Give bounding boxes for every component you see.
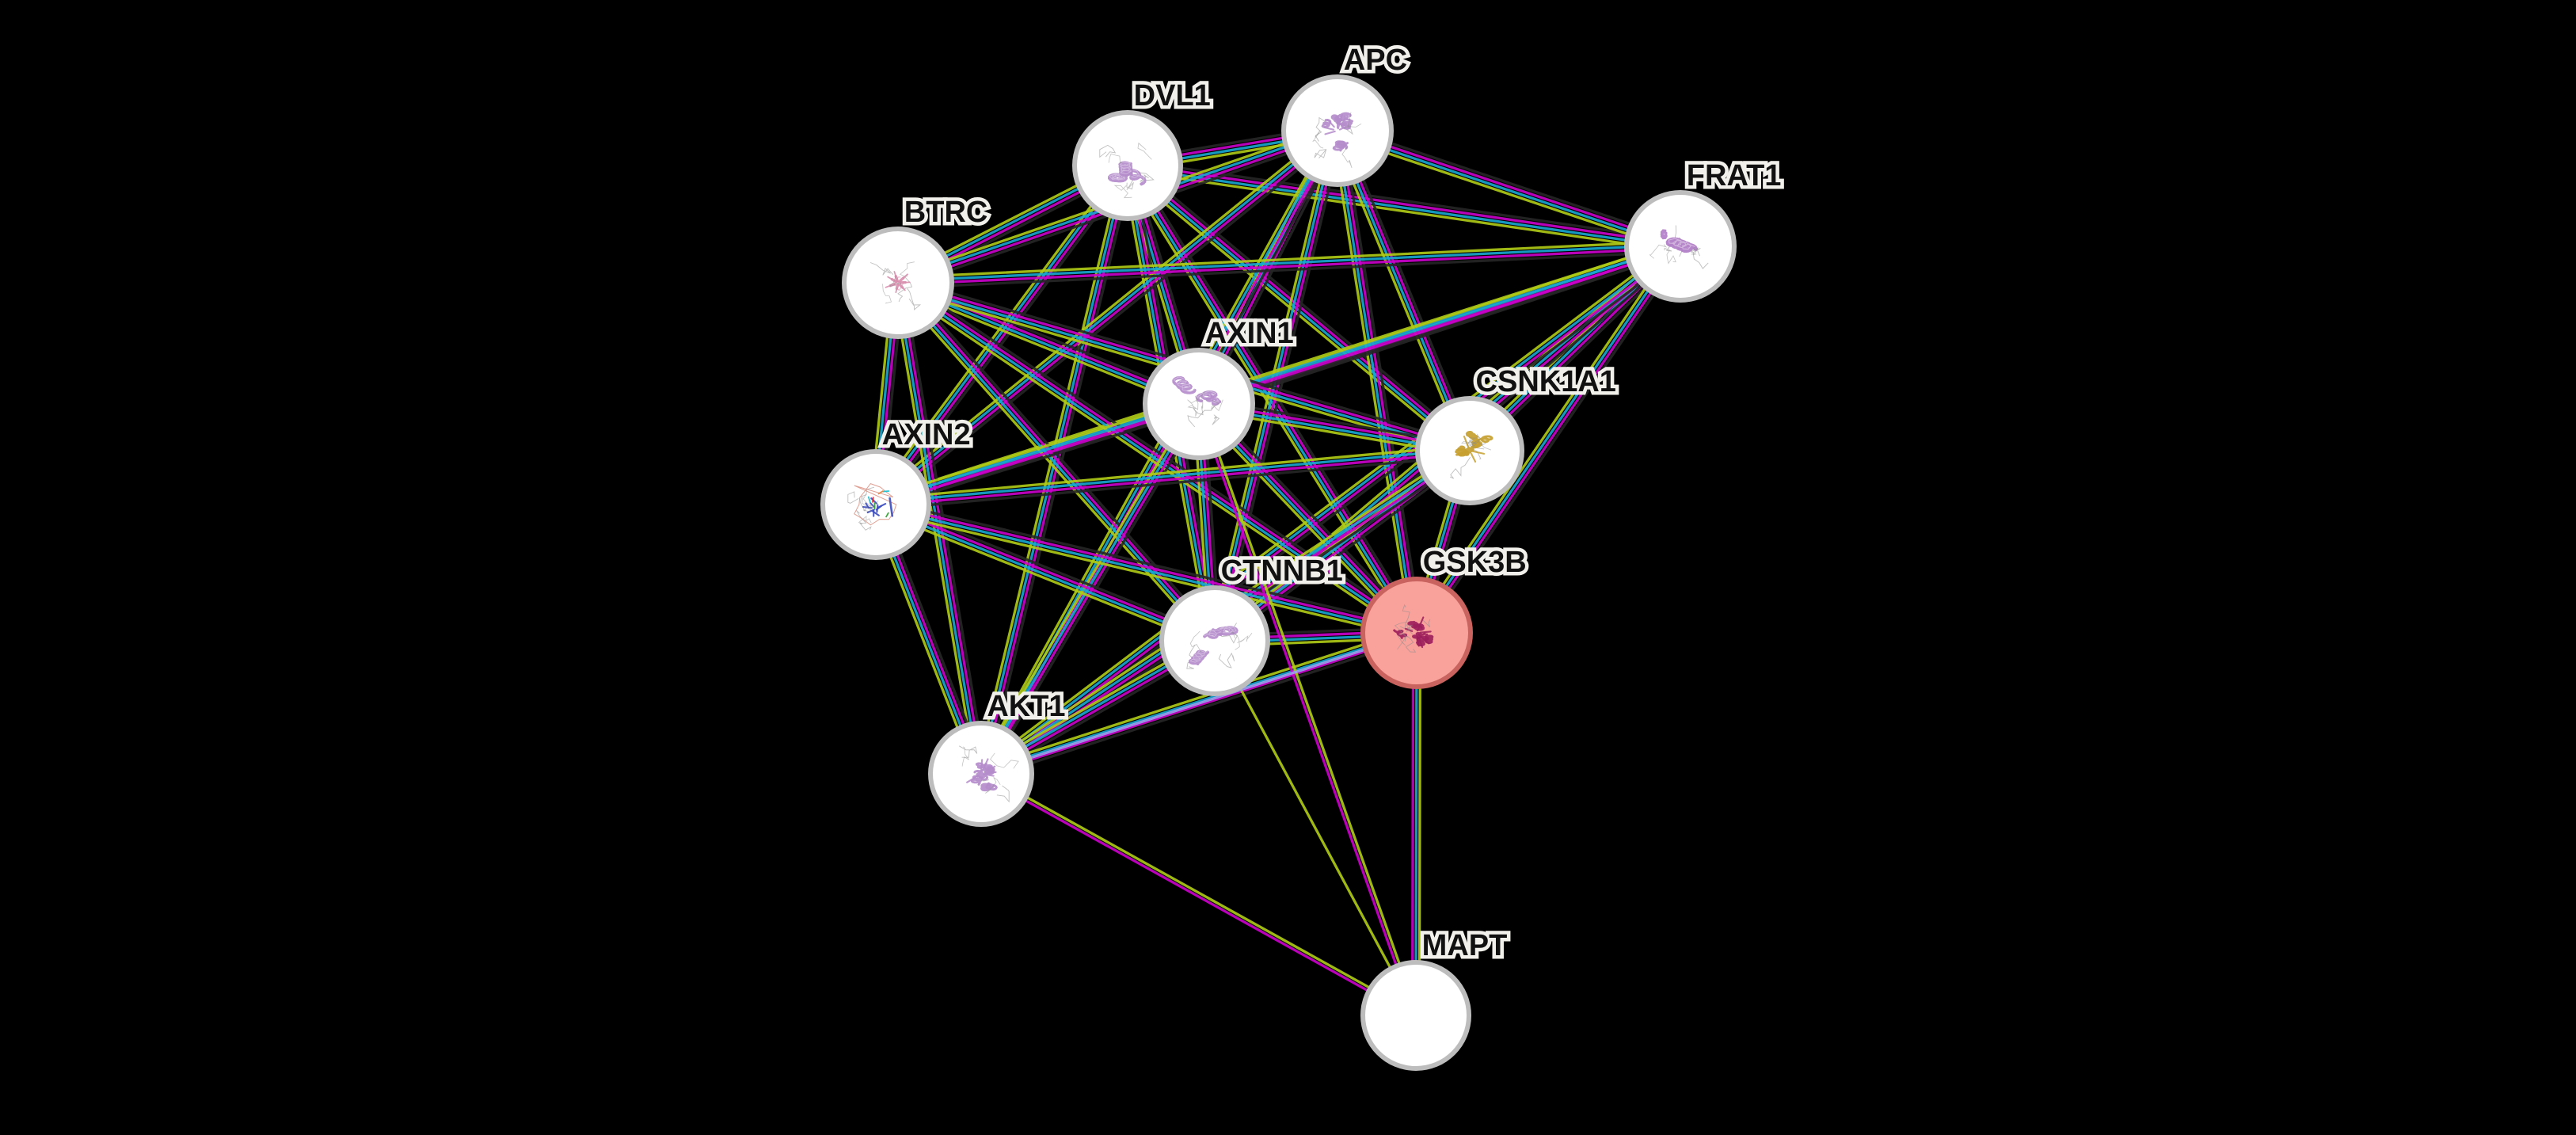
svg-text:MAPT: MAPT (1422, 929, 1508, 962)
svg-text:BTRC: BTRC (904, 196, 988, 229)
svg-text:AXIN2: AXIN2 (882, 418, 971, 451)
svg-text:AXIN1: AXIN1 (1205, 317, 1294, 350)
svg-text:APC: APC (1344, 44, 1407, 77)
svg-text:CTNNB1: CTNNB1 (1221, 554, 1343, 588)
svg-text:AKT1: AKT1 (987, 690, 1065, 723)
svg-text:CSNK1A1: CSNK1A1 (1476, 365, 1616, 398)
svg-text:GSK3B: GSK3B (1423, 546, 1527, 579)
svg-text:FRAT1: FRAT1 (1687, 159, 1782, 192)
svg-text:DVL1: DVL1 (1134, 79, 1211, 112)
